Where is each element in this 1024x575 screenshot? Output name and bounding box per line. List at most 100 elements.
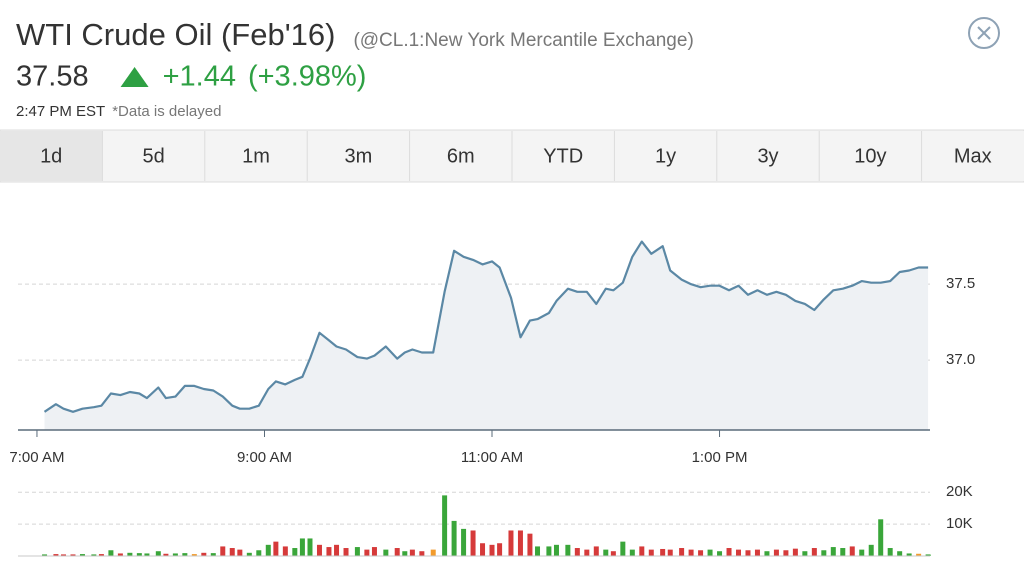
tab[interactable] [716, 131, 820, 181]
volume-bar [735, 549, 741, 556]
volume-bar [830, 547, 836, 556]
volume-bar [210, 553, 216, 556]
change: +1.44 [163, 61, 236, 93]
volume-bar [688, 549, 694, 556]
volume-bar [136, 553, 142, 556]
volume-bar [220, 546, 226, 556]
tab-label[interactable]: 3m [345, 145, 373, 167]
delay-note: *Data is delayed [112, 103, 221, 120]
volume-bar [497, 543, 503, 556]
tab[interactable] [307, 131, 410, 181]
volume-bar [773, 549, 779, 556]
volume-bar [292, 548, 298, 556]
volume-bar [717, 551, 723, 556]
volume-bar [821, 550, 827, 556]
tab[interactable] [409, 131, 512, 181]
y-tick-label: 10K [946, 515, 973, 532]
volume-bar [451, 520, 457, 556]
volume-bar [163, 553, 169, 556]
volume-bar [679, 548, 685, 556]
volume-bar [508, 530, 514, 556]
x-tick-label: 9:00 AM [237, 449, 292, 466]
volume-bar [371, 547, 377, 556]
tab[interactable] [102, 131, 205, 181]
volume-bar [698, 550, 704, 556]
y-tick-label: 37.5 [946, 275, 975, 292]
volume-bar [593, 546, 599, 556]
price-area [44, 241, 929, 430]
volume-bar [237, 549, 243, 556]
volume-bar [307, 538, 313, 556]
tab[interactable] [0, 131, 103, 181]
volume-bar [620, 541, 626, 556]
x-tick-label: 11:00 AM [461, 449, 523, 466]
volume-bar [461, 528, 467, 556]
tab-label[interactable]: 1m [242, 145, 270, 167]
volume-bar [726, 548, 732, 556]
tab[interactable] [819, 131, 922, 181]
close-button[interactable] [968, 17, 1000, 49]
volume-bar [98, 554, 104, 556]
tab-label[interactable]: 5d [142, 145, 164, 167]
volume-bar [430, 549, 436, 556]
tab-label[interactable]: Max [954, 145, 992, 167]
tab-label[interactable]: 1d [40, 145, 62, 167]
volume-bar [334, 544, 340, 556]
volume-bar [764, 551, 770, 556]
volume-bar [639, 546, 645, 556]
volume-bar [442, 495, 448, 556]
tab-label[interactable]: 6m [447, 145, 475, 167]
volume-bar [897, 551, 903, 556]
volume-bar [707, 549, 713, 556]
tab[interactable] [512, 131, 615, 181]
volume-bar [470, 530, 476, 556]
volume-bar [660, 548, 666, 556]
volume-bar [394, 548, 400, 556]
volume-bar [61, 554, 67, 556]
volume-bar [849, 546, 855, 556]
tab[interactable] [204, 131, 308, 181]
volume-bar [916, 553, 922, 556]
volume-bar [584, 549, 590, 556]
volume-bar [191, 554, 197, 556]
range-tabs: 1d 5d 1m 3m 6m YTD 1y 3y 10y Max [0, 129, 1024, 183]
volume-bar [229, 548, 235, 556]
x-tick-label: 1:00 PM [692, 449, 748, 466]
volume-bar [402, 551, 408, 556]
volume-bar [265, 544, 271, 556]
symbol: (@CL.1:New York Mercantile Exchange) [353, 30, 693, 51]
tab-label[interactable]: YTD [543, 145, 583, 167]
volume-bar [887, 548, 893, 556]
volume-bar [144, 553, 150, 556]
volume-bar [299, 538, 305, 556]
volume-bar [79, 554, 85, 556]
volume-bar [565, 544, 571, 556]
volume-bar [489, 544, 495, 556]
volume-bar [629, 549, 635, 556]
price-line [43, 240, 929, 413]
volume-bar [648, 549, 654, 556]
volume-bar [754, 549, 760, 556]
tab[interactable] [921, 131, 1024, 181]
tab-label[interactable]: 10y [854, 145, 886, 167]
volume-bar [182, 553, 188, 556]
volume-bar [480, 543, 486, 556]
volume-bar [859, 549, 865, 556]
tab[interactable] [614, 131, 717, 181]
volume-bar [326, 547, 332, 556]
volume-bar [364, 549, 370, 556]
tab-label[interactable]: 3y [757, 145, 778, 167]
change-percent: (+3.98%) [248, 61, 366, 93]
volume-bar [574, 548, 580, 556]
volume-bar [527, 533, 533, 556]
volume-bar [546, 546, 552, 556]
volume-bar [610, 551, 616, 556]
close-x[interactable] [977, 26, 991, 40]
volume-bar [409, 549, 415, 556]
volume-bar [117, 553, 123, 556]
tab-label[interactable]: 1y [655, 145, 676, 167]
close-circle[interactable] [968, 17, 1000, 49]
volume-bar [383, 549, 389, 556]
volume-bar [155, 551, 161, 556]
